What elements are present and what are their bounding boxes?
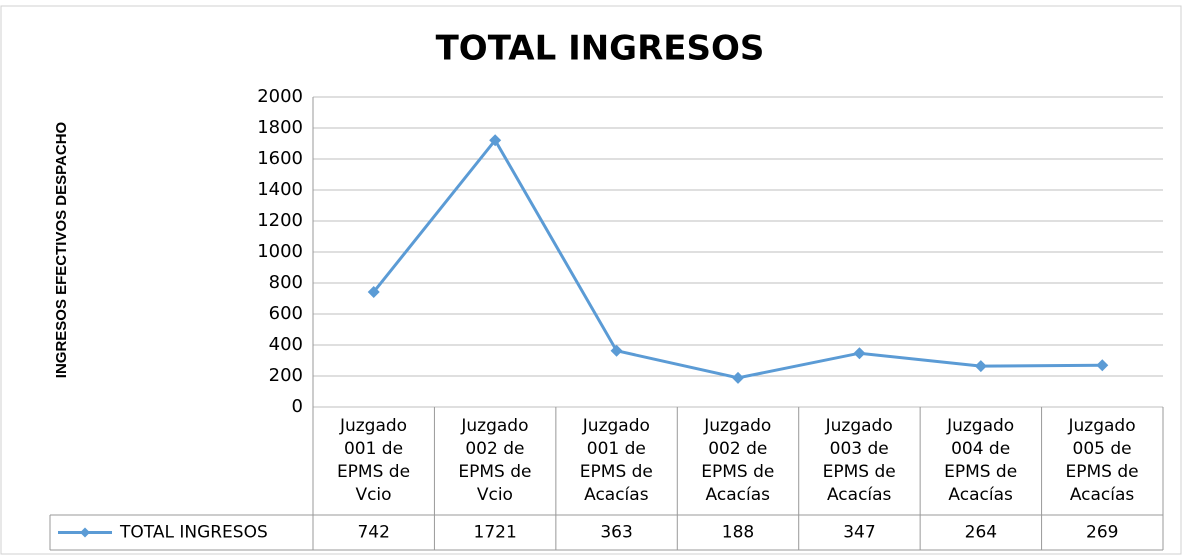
chart-title: TOTAL INGRESOS — [436, 29, 765, 69]
x-tick-label: Juzgado 005 de EPMS de Acacías — [1042, 415, 1163, 507]
legend-marker — [80, 527, 90, 538]
data-label: 347 — [843, 523, 875, 543]
data-point — [732, 371, 744, 384]
data-point — [853, 347, 866, 360]
y-tick-label: 1000 — [257, 241, 303, 262]
legend-label: TOTAL INGRESOS — [119, 523, 268, 543]
x-tick-text: Juzgado 005 de EPMS de Acacías — [1065, 416, 1139, 505]
y-tick-label: 2000 — [257, 86, 303, 107]
chart-border — [0, 5, 1182, 555]
x-tick-label: Juzgado 003 de EPMS de Acacías — [799, 415, 920, 507]
y-tick-label: 400 — [269, 334, 303, 355]
x-tick-text: Juzgado 003 de EPMS de Acacías — [822, 416, 896, 505]
data-label: 188 — [722, 523, 754, 543]
x-tick-text: Juzgado 002 de EPMS de Acacías — [701, 416, 775, 505]
x-tick-label: Juzgado 001 de EPMS de Acacías — [556, 415, 677, 507]
x-tick-label: Juzgado 001 de EPMS de Vcio — [313, 415, 434, 507]
data-point — [489, 134, 502, 147]
y-tick-label: 200 — [269, 365, 303, 386]
data-label: 264 — [965, 523, 997, 543]
y-tick-label: 1200 — [257, 210, 303, 231]
data-point — [1096, 359, 1109, 372]
data-point — [974, 360, 987, 373]
x-tick-text: Juzgado 001 de EPMS de Acacías — [579, 416, 653, 505]
y-axis-title: INGRESOS EFECTIVOS DESPACHO — [53, 121, 70, 378]
x-tick-label: Juzgado 002 de EPMS de Acacías — [677, 415, 798, 507]
data-label: 269 — [1086, 523, 1118, 543]
x-tick-label: Juzgado 004 de EPMS de Acacías — [920, 415, 1041, 507]
data-point — [367, 285, 380, 298]
x-tick-text: Juzgado 001 de EPMS de Vcio — [336, 416, 411, 505]
x-tick-text: Juzgado 002 de EPMS de Vcio — [458, 416, 532, 505]
data-label: 742 — [357, 523, 389, 543]
x-tick-label: Juzgado 002 de EPMS de Vcio — [434, 415, 555, 507]
data-label: 363 — [600, 523, 632, 543]
data-label: 1721 — [474, 523, 517, 543]
series-line — [372, 137, 1103, 380]
y-tick-label: 1800 — [257, 117, 303, 138]
x-tick-text: Juzgado 004 de EPMS de Acacías — [944, 416, 1018, 505]
y-tick-label: 1400 — [257, 179, 303, 200]
y-tick-label: 0 — [292, 396, 303, 417]
data-point — [610, 344, 623, 357]
y-tick-label: 1600 — [257, 148, 303, 169]
y-tick-label: 600 — [269, 303, 303, 324]
y-tick-label: 800 — [269, 272, 303, 293]
